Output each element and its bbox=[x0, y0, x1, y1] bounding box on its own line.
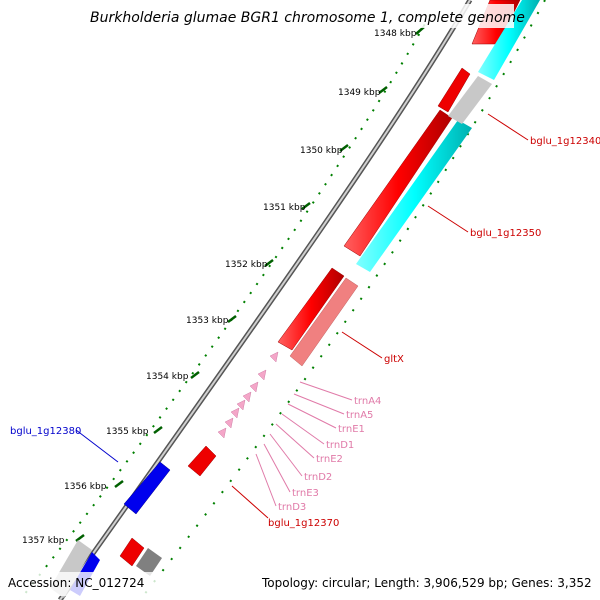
label-bglu-1g12370[interactable]: bglu_1g12370 bbox=[268, 518, 339, 529]
tick-label-1353: 1353 kbp bbox=[186, 316, 229, 326]
tick-label-1350: 1350 kbp bbox=[300, 146, 343, 156]
leader-lines bbox=[75, 113, 529, 519]
major-ticks bbox=[75, 26, 425, 542]
gene-feature bbox=[343, 109, 453, 257]
tick-label-1352: 1352 kbp bbox=[225, 260, 268, 270]
label-gltX[interactable]: gltX bbox=[384, 354, 404, 365]
topology-text: Topology: circular; Length: 3,906,529 bp… bbox=[261, 576, 592, 590]
gene-feature bbox=[277, 267, 345, 351]
tick-label-1349: 1349 kbp bbox=[338, 88, 381, 98]
tick-label-1351: 1351 kbp bbox=[263, 203, 306, 213]
label-trnA4[interactable]: trnA4 bbox=[354, 396, 381, 407]
label-trnD1[interactable]: trnD1 bbox=[326, 440, 354, 451]
label-trnD3[interactable]: trnD3 bbox=[278, 502, 306, 513]
tick-label-1356: 1356 kbp bbox=[64, 482, 107, 492]
gene-feature bbox=[119, 537, 145, 567]
label-trnE3[interactable]: trnE3 bbox=[292, 488, 319, 499]
gray-feature bbox=[136, 548, 162, 576]
cyan-feature bbox=[478, 0, 540, 80]
label-trnE2[interactable]: trnE2 bbox=[316, 454, 343, 465]
label-trnD2[interactable]: trnD2 bbox=[304, 472, 332, 483]
footer-backing bbox=[4, 572, 596, 596]
label-trnA5[interactable]: trnA5 bbox=[346, 410, 373, 421]
gene-feature bbox=[437, 67, 471, 113]
gltX-feature bbox=[289, 277, 359, 367]
label-bglu-1g12380[interactable]: bglu_1g12380 bbox=[10, 426, 81, 437]
tick-label-1357: 1357 kbp bbox=[22, 536, 65, 546]
label-trnE1[interactable]: trnE1 bbox=[338, 424, 365, 435]
title-backing bbox=[84, 4, 514, 28]
inner-tick-ring bbox=[139, 0, 546, 600]
blue-feature bbox=[123, 461, 171, 515]
tick-label-1354: 1354 kbp bbox=[146, 372, 189, 382]
label-bglu-1g12340[interactable]: bglu_1g12340 bbox=[530, 136, 600, 147]
accession-text: Accession: NC_012724 bbox=[8, 576, 144, 590]
label-bglu-1g12350[interactable]: bglu_1g12350 bbox=[470, 228, 541, 239]
tick-label-1348: 1348 kbp bbox=[374, 29, 417, 39]
map-title: Burkholderia glumae BGR1 chromosome 1, c… bbox=[90, 10, 525, 26]
gray-feature bbox=[448, 76, 492, 124]
trna-features bbox=[217, 351, 279, 439]
backbone bbox=[57, 0, 473, 600]
tick-label-1355: 1355 kbp bbox=[106, 427, 149, 437]
gene-feature bbox=[187, 445, 217, 477]
tick-ring bbox=[19, 14, 431, 600]
cyan-features bbox=[289, 0, 540, 367]
cyan-feature bbox=[356, 120, 472, 272]
